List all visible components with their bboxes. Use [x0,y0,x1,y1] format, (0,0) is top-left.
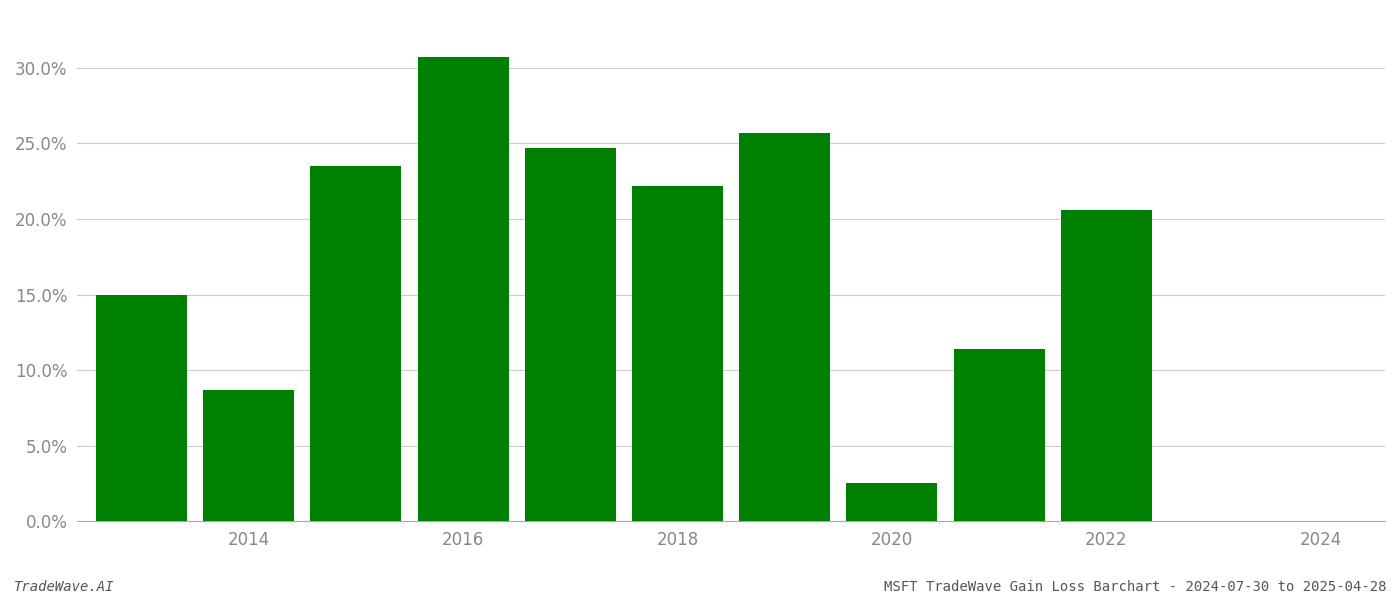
Bar [97,295,188,521]
Bar [525,148,616,521]
Bar [847,484,938,521]
Text: TradeWave.AI: TradeWave.AI [14,580,115,594]
Text: MSFT TradeWave Gain Loss Barchart - 2024-07-30 to 2025-04-28: MSFT TradeWave Gain Loss Barchart - 2024… [883,580,1386,594]
Bar [739,133,830,521]
Bar [311,166,402,521]
Bar [631,186,722,521]
Bar [417,58,508,521]
Bar [203,390,294,521]
Bar [953,349,1044,521]
Bar [1061,210,1152,521]
